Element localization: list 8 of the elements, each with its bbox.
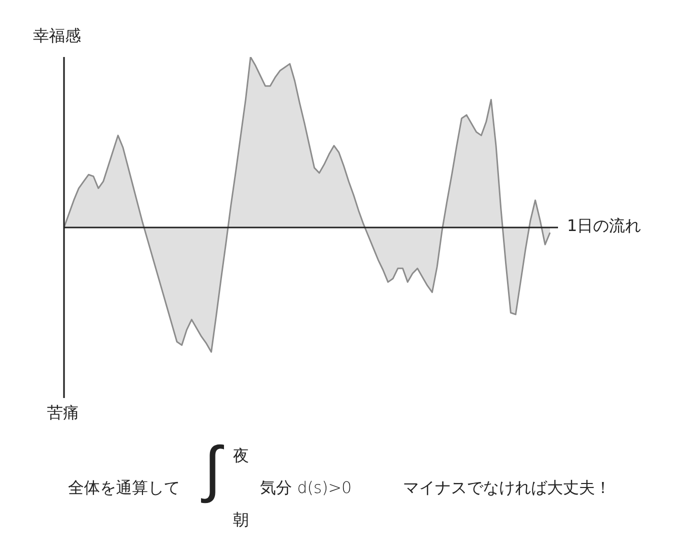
x-axis-title: 1日の流れ [567,216,642,235]
y-axis-title: 幸福感 [33,26,81,45]
text: 朝 [233,510,249,529]
text: 夜 [233,446,249,465]
text: 苦痛 [47,403,79,422]
text: 全体を通算して [68,478,180,497]
text: マイナスでなければ大丈夫！ [403,478,611,497]
text: 気分 d(s)>0 [260,478,352,497]
